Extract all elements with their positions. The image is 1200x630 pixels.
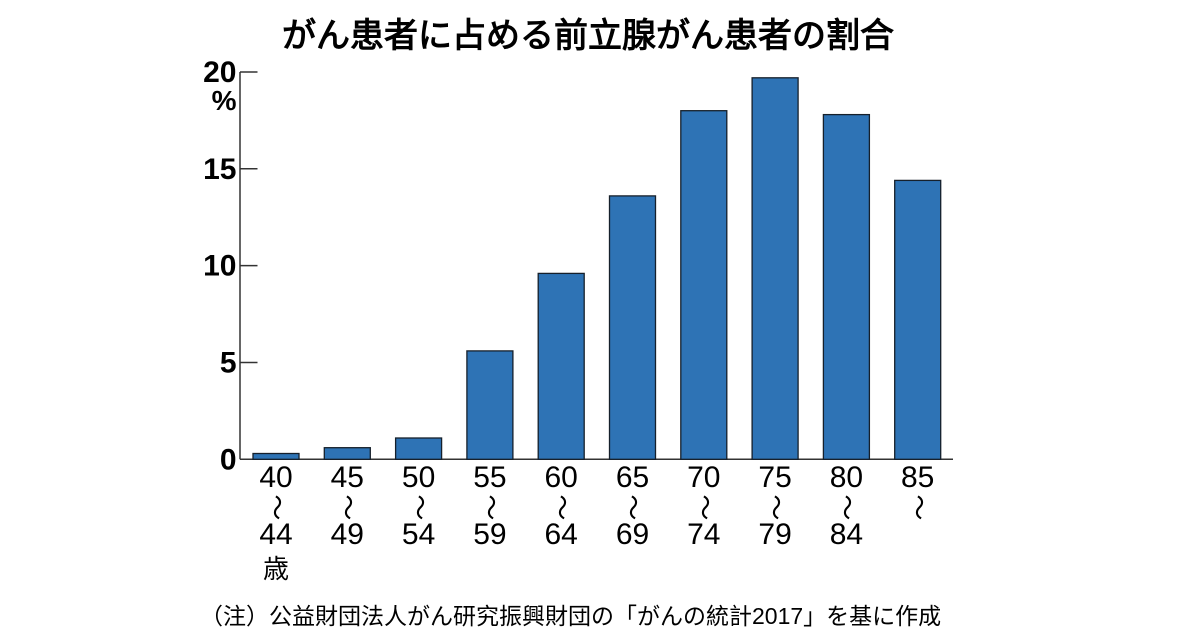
svg-text:10: 10 bbox=[203, 250, 236, 283]
svg-text:15: 15 bbox=[203, 153, 236, 186]
svg-text:0: 0 bbox=[220, 443, 237, 476]
svg-text:%: % bbox=[212, 85, 237, 116]
svg-text:5: 5 bbox=[220, 347, 237, 380]
